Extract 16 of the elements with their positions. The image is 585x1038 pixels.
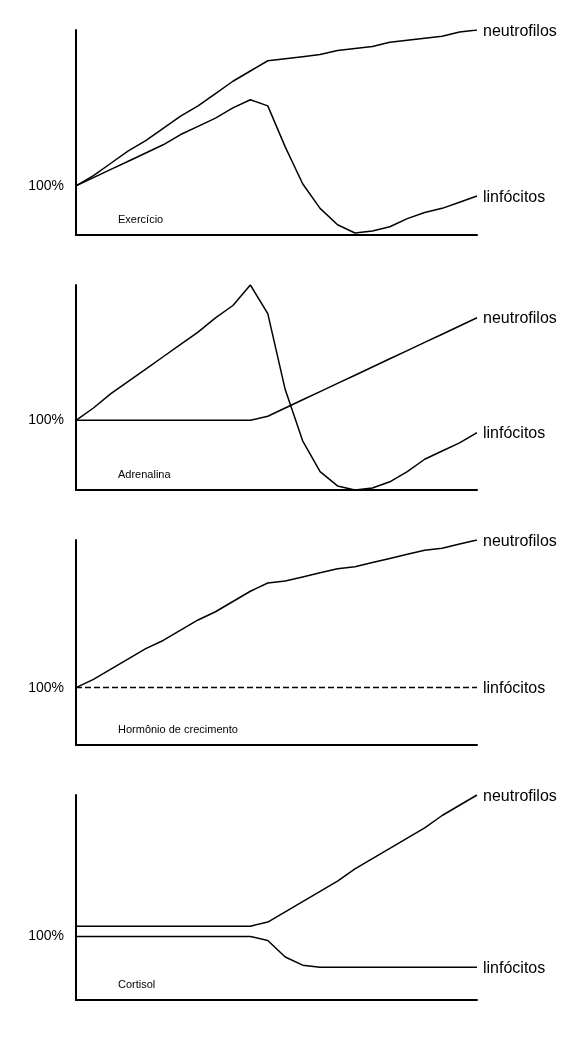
text: 100%: [28, 411, 65, 428]
series-label: neutrofilos: [483, 786, 557, 804]
annotation: Adrenalina: [118, 467, 172, 480]
text: 100%: [28, 678, 65, 695]
annotation: Hormônio de crecimento: [118, 722, 238, 735]
series-label: neutrofilos: [483, 309, 557, 327]
series-label: linfócitos: [483, 187, 546, 205]
series-label: linfócitos: [483, 679, 546, 697]
annotation: Cortisol: [118, 977, 156, 990]
text: 100%: [28, 176, 65, 193]
series-label: linfócitos: [483, 424, 546, 442]
series-label: neutrofilos: [483, 21, 557, 39]
annotation: Exercício: [118, 212, 164, 225]
series-label: neutrofilos: [483, 531, 557, 549]
series-label: linfócitos: [483, 958, 546, 976]
text: 100%: [28, 927, 65, 944]
